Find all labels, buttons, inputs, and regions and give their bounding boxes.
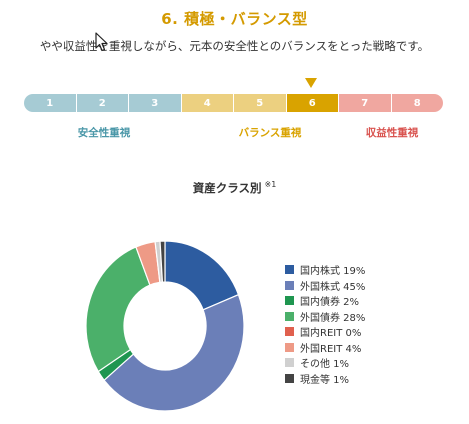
legend-swatch (285, 373, 294, 383)
group-label-safety: 安全性重視 (77, 127, 131, 139)
legend-label: 国内株式 19% (300, 266, 366, 278)
legend-label: 国内REIT 0% (300, 328, 362, 340)
selected-level-marker-icon (305, 78, 317, 88)
chart-footnote-mark: ※1 (264, 180, 277, 189)
group-label-return: 収益性重視 (365, 127, 419, 139)
risk-level-8: 8 (391, 94, 443, 112)
donut-slice-1 (103, 293, 245, 412)
risk-level-6: 6 (286, 94, 339, 112)
risk-level-1: 1 (24, 94, 77, 112)
legend-label: 外国株式 45% (300, 281, 366, 293)
chart-legend: 国内株式 19% 外国株式 45% 国内債券 2% 外国債券 28% 国内REIT 0%… (285, 262, 365, 386)
legend-item: 現金等 1% (285, 371, 365, 387)
strategy-description: やや収益性を重視しながら、元本の安全性とのバランスをとった戦略です。 (39, 39, 430, 53)
page-title: 6. 積極・バランス型 (161, 10, 308, 28)
asset-allocation-donut-chart (85, 240, 245, 412)
risk-level-4: 4 (181, 94, 234, 112)
legend-swatch (285, 342, 294, 352)
legend-swatch (285, 265, 294, 275)
legend-item: 外国債券 28% (285, 309, 365, 325)
chart-title: 資産クラス別 ※1 (0, 180, 469, 196)
risk-level-7: 7 (339, 94, 392, 112)
legend-swatch (285, 358, 294, 368)
legend-label: 外国REIT 4% (300, 343, 362, 355)
risk-level-3: 3 (129, 94, 182, 112)
legend-item: 外国株式 45% (285, 278, 365, 294)
donut-slice-7 (159, 240, 166, 283)
group-label-balance: バランス重視 (238, 127, 302, 139)
legend-label: 国内債券 2% (300, 297, 360, 309)
legend-label: その他 1% (300, 359, 350, 371)
legend-item: 外国REIT 4% (285, 340, 365, 356)
legend-label: 外国債券 28% (300, 312, 366, 324)
legend-swatch (285, 311, 294, 321)
legend-item: 国内株式 19% (285, 262, 365, 278)
legend-item: 国内REIT 0% (285, 324, 365, 340)
donut-slice-3 (85, 246, 151, 373)
legend-swatch (285, 327, 294, 337)
legend-item: 国内債券 2% (285, 293, 365, 309)
legend-swatch (285, 296, 294, 306)
legend-item: その他 1% (285, 355, 365, 371)
legend-swatch (285, 280, 294, 290)
legend-label: 現金等 1% (300, 374, 350, 386)
risk-level-2: 2 (76, 94, 129, 112)
mouse-cursor-icon (95, 32, 108, 52)
risk-level-5: 5 (234, 94, 287, 112)
chart-title-text: 資産クラス別 (192, 181, 262, 195)
